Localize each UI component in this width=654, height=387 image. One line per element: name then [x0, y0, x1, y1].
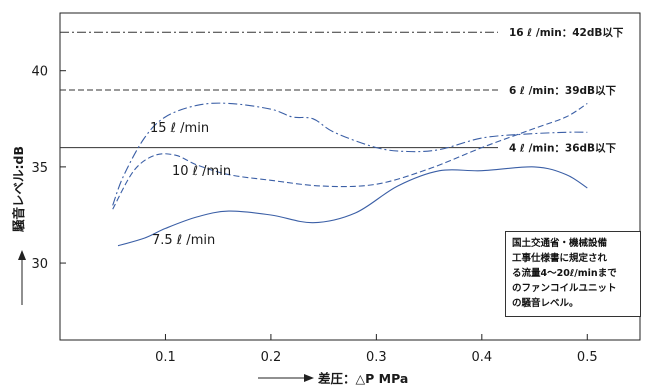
plot-frame — [59, 12, 641, 341]
series-label: 10 ℓ /min — [172, 164, 231, 179]
series-line — [112, 102, 588, 206]
y-axis-arrowhead — [18, 250, 26, 260]
annotation-line: 国土交通省・機械設備 — [512, 238, 608, 249]
x-tick-label: 0.5 — [577, 350, 598, 365]
x-tick-label: 0.4 — [471, 350, 492, 365]
series-label: 7.5 ℓ /min — [152, 233, 215, 248]
tick-marks — [60, 70, 588, 340]
plot-border — [59, 12, 641, 341]
x-tick-label: 0.1 — [155, 350, 176, 365]
reference-line-label: 4 ℓ /min：36dB以下 — [509, 143, 617, 155]
reference-line-label: 16 ℓ /min：42dB以下 — [509, 27, 624, 39]
y-tick-label: 40 — [31, 65, 48, 80]
x-tick-label: 0.2 — [261, 350, 282, 365]
annotation-box: 国土交通省・機械設備 工事仕様書に規定され る流量4～20ℓ/minまで のファ… — [505, 231, 641, 317]
annotation-line: の騒音レベル。 — [512, 298, 579, 309]
y-axis-title: 騒音レベル:dB — [11, 146, 26, 233]
x-tick-label: 0.3 — [366, 350, 387, 365]
reference-line-label: 6 ℓ /min：39dB以下 — [509, 85, 617, 97]
annotation-line: のファンコイルユニット — [512, 283, 617, 294]
series-line — [112, 102, 588, 210]
x-axis-title: 差圧：△P MPa — [317, 371, 408, 386]
x-axis-arrowhead — [304, 374, 314, 382]
series-line — [117, 166, 588, 247]
y-tick-label: 35 — [31, 161, 48, 176]
series-lines — [112, 102, 588, 247]
y-tick-label: 30 — [31, 257, 48, 272]
annotation-line: る流量4～20ℓ/minまで — [512, 268, 617, 279]
annotation-line: 工事仕様書に規定され — [512, 253, 608, 264]
reference-lines — [60, 31, 498, 149]
series-label: 15 ℓ /min — [150, 121, 209, 136]
chart-labels: 16 ℓ /min：42dB以下 6 ℓ /min：39dB以下 4 ℓ /min：… — [11, 27, 624, 386]
